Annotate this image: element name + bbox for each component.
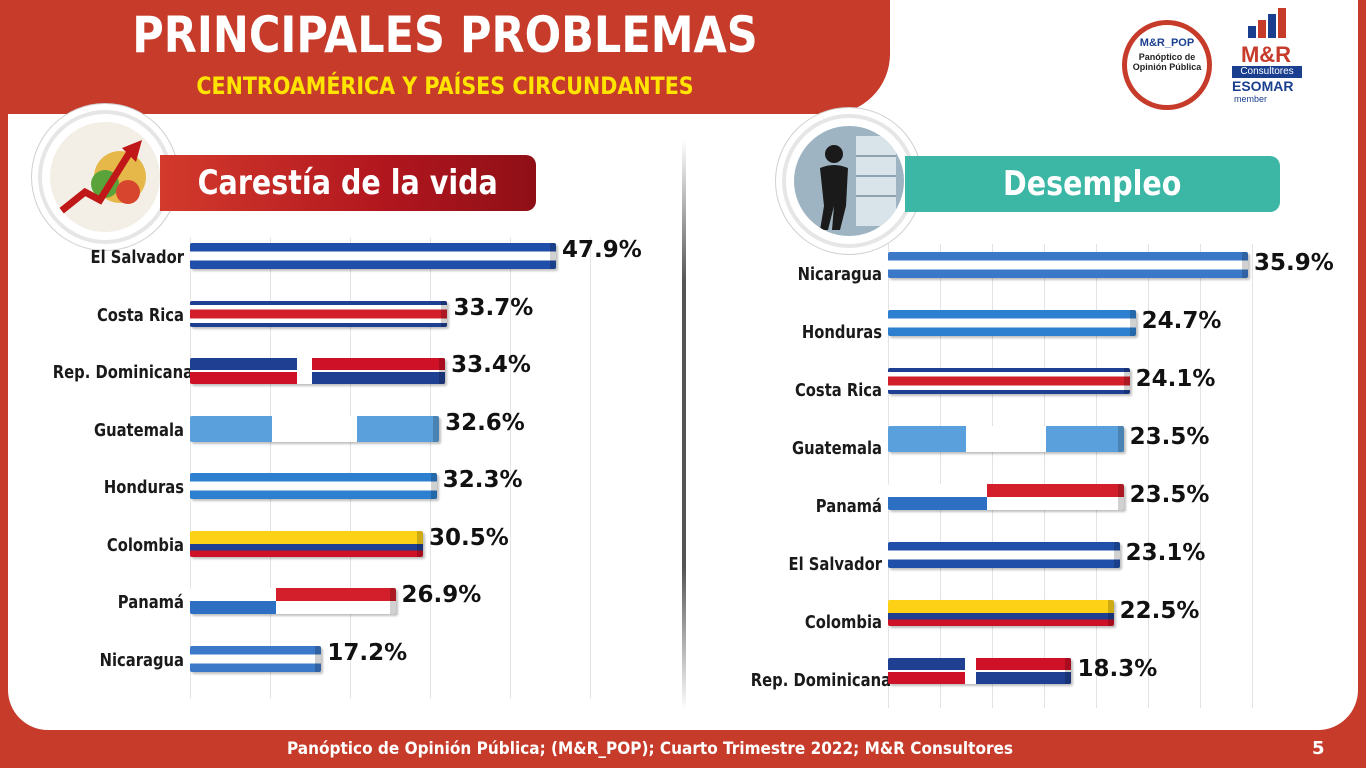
grid-line [1044,244,1045,708]
page-title: PRINCIPALES PROBLEMAS [132,6,758,64]
category-label: Rep. Dominicana [52,362,194,383]
panel-divider [682,140,686,710]
mr-logo-consultores: Consultores [1232,66,1302,78]
category-label: Honduras [103,477,184,498]
value-label: 33.4% [451,352,531,378]
value-label: 24.1% [1135,366,1216,392]
esomar-label: ESOMAR [1232,78,1294,94]
grid-line [1148,244,1149,708]
category-label: Guatemala [93,419,184,441]
grid-line [510,238,511,698]
chart-title-desempleo: Desempleo [905,156,1280,212]
bar-nicaragua-flag [888,252,1248,278]
value-label: 24.7% [1141,308,1222,334]
category-label: Panamá [815,496,882,517]
title-banner: PRINCIPALES PROBLEMAS CENTROAMÉRICA Y PA… [0,0,890,114]
category-label: Panamá [117,592,184,613]
pop-logo: M&R_POP Panóptico de Opinión Pública [1122,20,1212,110]
page-subtitle: CENTROAMÉRICA Y PAÍSES CIRCUNDANTES [196,72,694,100]
bar-honduras-flag [190,473,437,499]
bar-honduras-flag [888,310,1136,336]
grid-line [940,244,941,708]
grid-line [430,238,431,698]
bar-costa-rica-flag [190,300,448,327]
value-label: 32.3% [442,467,523,493]
value-label: 18.3% [1077,656,1158,682]
value-label: 32.6% [445,409,525,436]
value-label: 33.7% [453,294,534,321]
grid-line [888,244,889,708]
bar-colombia-flag [888,600,1114,626]
rising-prices-icon [50,122,160,232]
value-label: 35.9% [1253,250,1334,276]
pop-logo-line2: Opinión Pública [1132,62,1202,72]
value-label: 23.5% [1129,482,1210,508]
category-label: Honduras [801,322,882,343]
value-label: 47.9% [561,237,642,263]
mr-bars-icon [1248,8,1286,38]
page-number: 5 [1312,738,1325,759]
category-label: El Salvador [788,554,882,575]
category-label: El Salvador [90,247,184,268]
bar-dominican-republic-flag [190,358,446,384]
bar-costa-rica-flag [888,368,1130,394]
bar-panama-flag [888,484,1124,510]
category-label: Nicaragua [99,649,184,671]
category-label: Costa Rica [794,380,882,401]
value-label: 22.5% [1119,598,1200,624]
category-label: Costa Rica [96,304,184,326]
category-label: Guatemala [791,438,882,459]
category-label: Colombia [804,612,882,633]
value-label: 26.9% [401,582,482,608]
bar-colombia-flag [190,530,424,557]
grid-line [590,238,591,698]
bar-el-salvador-flag [888,542,1120,568]
bar-guatemala-flag [888,426,1124,452]
value-label: 30.5% [429,524,509,551]
grid-line [992,244,993,708]
value-label: 17.2% [327,639,408,666]
footer-source: Panóptico de Opinión Pública; (M&R_POP);… [286,739,1014,759]
chart-title-carestia: Carestía de la vida [160,155,536,211]
rising-prices-badge [38,110,172,244]
bar-dominican-republic-flag [888,658,1072,684]
grid-line [1252,244,1253,708]
bar-nicaragua-flag [190,645,322,672]
grid-line [190,238,191,698]
value-label: 23.1% [1125,540,1206,566]
grid-line [270,238,271,698]
grid-line [350,238,351,698]
bar-panama-flag [190,588,396,614]
mr-logo-name: M&R [1240,42,1292,67]
category-label: Rep. Dominicana [750,670,892,691]
mr-consultores-logo: M&R Consultores ESOMAR member [1228,6,1308,104]
grid-line [1096,244,1097,708]
unemployed-person-icon [794,126,904,236]
grid-line [1200,244,1201,708]
pop-logo-line1: Panóptico de [1138,52,1196,62]
bar-el-salvador-flag [190,243,556,269]
value-label: 23.5% [1129,424,1210,450]
category-label: Nicaragua [797,264,882,285]
unemployment-badge [782,114,916,248]
category-label: Colombia [106,534,184,556]
bar-guatemala-flag [190,415,440,442]
pop-logo-name: M&R_POP [1139,37,1195,49]
esomar-member-label: member [1234,94,1268,104]
